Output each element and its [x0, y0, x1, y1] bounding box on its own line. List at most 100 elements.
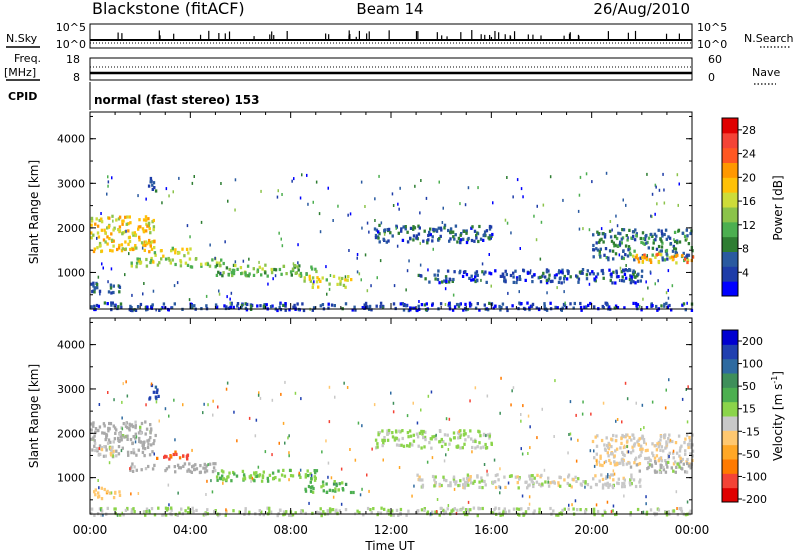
scatter-cell: [118, 290, 121, 294]
scatter-cell: [111, 445, 114, 449]
scatter-cell: [113, 507, 116, 511]
scatter-speckle: [349, 448, 351, 451]
scatter-cell: [169, 454, 172, 458]
scatter-cell: [363, 306, 366, 310]
scatter-cell: [321, 480, 325, 484]
scatter-cell: [433, 478, 436, 482]
scatter-cell: [673, 460, 677, 464]
scatter-cell: [518, 477, 521, 481]
scatter-cell: [93, 247, 96, 251]
scatter-speckle: [319, 230, 322, 234]
scatter-speckle: [477, 232, 480, 236]
scatter-cell: [467, 483, 470, 487]
scatter-speckle: [349, 212, 352, 216]
scatter-cell: [610, 272, 613, 276]
scatter-cell: [423, 508, 426, 512]
scatter-speckle: [361, 487, 363, 491]
scatter-cell: [491, 232, 494, 237]
scatter-cell: [132, 507, 135, 511]
scatter-cell: [613, 460, 616, 464]
scatter-cell: [258, 509, 261, 513]
scatter-cell: [531, 280, 534, 284]
scatter-speckle: [435, 510, 438, 513]
scatter-cell: [476, 445, 479, 449]
scatter-cell: [268, 506, 271, 510]
scatter-speckle: [518, 290, 520, 294]
scatter-cell: [654, 238, 657, 242]
scatter-cell: [605, 256, 608, 260]
colorbar-tick-label: -200: [742, 493, 767, 506]
scatter-cell: [417, 224, 420, 228]
scatter-speckle: [500, 376, 502, 380]
scatter-cell: [486, 433, 489, 437]
scatter-cell: [614, 439, 618, 443]
scatter-cell: [262, 513, 265, 517]
scatter-cell: [314, 471, 317, 475]
scatter-speckle: [396, 244, 399, 248]
scatter-cell: [475, 270, 479, 274]
nave-tick-bottom: 0: [708, 71, 715, 84]
scatter-speckle: [158, 419, 160, 423]
scatter-cell: [557, 481, 560, 485]
scatter-speckle: [318, 212, 321, 216]
scatter-cell: [563, 277, 566, 281]
scatter-cell: [678, 507, 681, 511]
scatter-speckle: [218, 292, 221, 296]
scatter-cell: [645, 510, 649, 514]
scatter-cell: [444, 442, 447, 446]
scatter-cell: [661, 241, 664, 245]
scatter-cell: [669, 242, 673, 246]
scatter-speckle: [364, 205, 366, 208]
scatter-cell: [460, 232, 463, 236]
scatter-cell: [653, 232, 657, 236]
scatter-cell: [595, 452, 598, 456]
scatter-cell: [109, 491, 112, 495]
scatter-speckle: [173, 284, 176, 288]
scatter-speckle: [686, 301, 688, 305]
colorbar-tick-label: -50: [742, 448, 760, 461]
scatter-speckle: [447, 504, 450, 507]
freq-label: Freq.: [14, 52, 41, 65]
scatter-cell: [625, 440, 629, 444]
scatter-cell: [174, 251, 177, 255]
scatter-cell: [462, 229, 466, 233]
scatter-cell: [364, 301, 368, 305]
scatter-cell: [671, 258, 675, 262]
scatter-cell: [268, 509, 271, 514]
scatter-cell: [186, 469, 189, 473]
scatter-cell: [624, 435, 627, 439]
scatter-cell: [688, 436, 691, 440]
scatter-cell: [528, 306, 531, 310]
scatter-cell: [631, 433, 634, 437]
scatter-cell: [170, 249, 173, 253]
scatter-speckle: [589, 449, 592, 453]
scatter-cell: [627, 245, 631, 249]
scatter-cell: [565, 277, 569, 281]
scatter-cell: [572, 507, 575, 511]
scatter-cell: [152, 225, 156, 229]
scatter-cell: [278, 478, 281, 482]
scatter-cell: [235, 474, 239, 478]
scatter-cell: [611, 484, 614, 488]
scatter-speckle: [321, 450, 323, 454]
scatter-cell: [455, 480, 458, 484]
scatter-cell: [512, 280, 515, 284]
scatter-cell: [214, 303, 218, 307]
scatter-cell: [153, 439, 156, 443]
scatter-cell: [195, 257, 198, 261]
scatter-cell: [461, 506, 465, 510]
scatter-cell: [145, 222, 148, 226]
scatter-cell: [130, 261, 133, 265]
scatter-cell: [157, 394, 160, 398]
scatter-cell: [651, 253, 654, 257]
scatter-cell: [429, 437, 432, 441]
scatter-cell: [148, 397, 151, 401]
scatter-cell: [530, 479, 533, 483]
scatter-cell: [145, 507, 149, 511]
scatter-cell: [663, 232, 666, 237]
scatter-speckle: [116, 513, 119, 517]
scatter-cell: [430, 446, 433, 450]
scatter-cell: [405, 513, 408, 517]
scatter-cell: [109, 440, 112, 444]
scatter-cell: [191, 506, 194, 510]
